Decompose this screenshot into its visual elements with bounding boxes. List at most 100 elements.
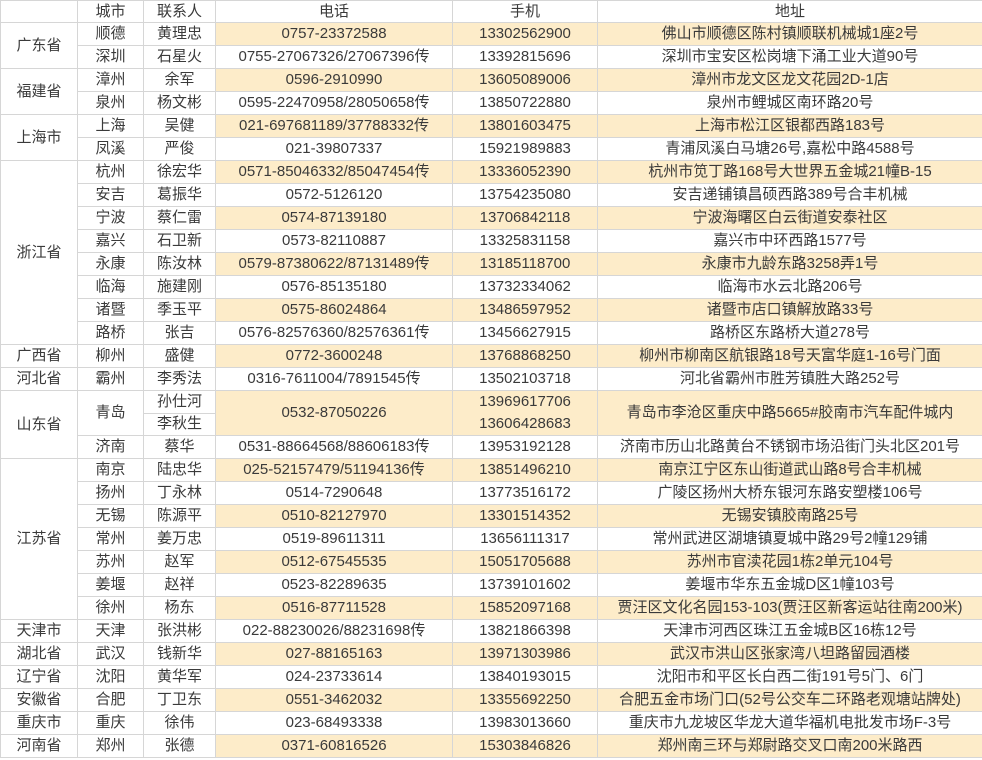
contact-cell: 黄理忠 bbox=[143, 22, 216, 46]
contact-cell: 余军 bbox=[143, 68, 216, 92]
contact-cell: 施建刚 bbox=[143, 275, 216, 299]
province-cell: 河南省 bbox=[0, 734, 78, 758]
contact-cell: 杨文彬 bbox=[143, 91, 216, 115]
mobile-cell: 13336052390 bbox=[452, 160, 598, 184]
address-cell: 无锡安镇胶南路25号 bbox=[597, 504, 982, 528]
table-row: 湖北省 武汉 钱新华 027-88165163 13971303986 武汉市洪山区张家湾… bbox=[0, 642, 982, 666]
address-cell: 广陵区扬州大桥东银河东路安塑楼106号 bbox=[597, 481, 982, 505]
mobile-cell: 13325831158 bbox=[452, 229, 598, 253]
table-row: 浙江省 杭州 徐宏华 0571-85046332/85047454传 133360523… bbox=[0, 160, 982, 345]
table-row: 济南 蔡华 0531-88664568/88606183传 13953192128 济南… bbox=[1, 435, 982, 459]
mobile-number: 13801603475 bbox=[479, 117, 571, 134]
city-cell: 武汉 bbox=[77, 642, 144, 666]
mobile-number: 13656111317 bbox=[480, 530, 570, 547]
mobile-number: 15921989883 bbox=[479, 140, 571, 157]
mobile-cell: 13486597952 bbox=[452, 298, 598, 322]
phone-cell: 0519-89611311 bbox=[215, 527, 453, 551]
city-cell: 沈阳 bbox=[77, 665, 144, 689]
address-cell: 郑州南三环与郑尉路交叉口南200米路西 bbox=[597, 734, 982, 758]
mobile-number: 13302562900 bbox=[479, 25, 571, 42]
city-cell: 霸州 bbox=[77, 367, 144, 391]
contact-cell: 严俊 bbox=[143, 137, 216, 161]
contact-cell: 徐宏华 bbox=[143, 160, 216, 184]
phone-cell: 0596-2910990 bbox=[215, 68, 453, 92]
city-cell: 常州 bbox=[77, 527, 144, 551]
address-cell: 苏州市官渎花园1栋2单元104号 bbox=[597, 550, 982, 574]
address-cell: 临海市水云北路206号 bbox=[597, 275, 982, 299]
phone-cell: 025-52157479/51194136传 bbox=[215, 458, 453, 482]
mobile-number: 13739101602 bbox=[479, 576, 571, 593]
mobile-cell: 13732334062 bbox=[452, 275, 598, 299]
phone-cell: 021-697681189/37788332传 bbox=[215, 114, 453, 138]
table-row: 常州 姜万忠 0519-89611311 13656111317 常州武进区湖塘镇夏城中… bbox=[1, 527, 982, 551]
contact-cell: 姜万忠 bbox=[143, 527, 216, 551]
city-cell: 无锡 bbox=[77, 504, 144, 528]
phone-cell: 0574-87139180 bbox=[215, 206, 453, 230]
mobile-number: 13768868250 bbox=[479, 347, 571, 364]
table-row: 诸暨 季玉平 0575-86024864 13486597952 诸暨市店口镇解放路33… bbox=[1, 298, 982, 322]
mobile-number: 13953192128 bbox=[479, 438, 571, 455]
table-row: 重庆市 重庆 徐伟 023-68493338 13983013660 重庆市九龙坡区华龙大… bbox=[0, 711, 982, 735]
address-cell: 武汉市洪山区张家湾八坦路留园酒楼 bbox=[597, 642, 982, 666]
city-cell: 永康 bbox=[77, 252, 144, 276]
contact-cell: 吴健 bbox=[143, 114, 216, 138]
city-cell: 徐州 bbox=[77, 596, 144, 620]
mobile-number: 13301514352 bbox=[479, 507, 571, 524]
contact-cell: 葛振华 bbox=[143, 183, 216, 207]
province-cell: 天津市 bbox=[0, 619, 78, 643]
phone-cell: 0516-87711528 bbox=[215, 596, 453, 620]
mobile-number: 13605089006 bbox=[479, 71, 571, 88]
phone-cell: 0551-3462032 bbox=[215, 688, 453, 712]
contact-cell: 丁永林 bbox=[143, 481, 216, 505]
contact-cell: 丁卫东 bbox=[143, 688, 216, 712]
mobile-number: 13502103718 bbox=[479, 370, 571, 387]
address-cell: 青岛市李沧区重庆中路5665#胶南市汽车配件城内 bbox=[597, 390, 982, 436]
city-cell: 姜堰 bbox=[77, 573, 144, 597]
mobile-cell: 13773516172 bbox=[452, 481, 598, 505]
mobile-number: 13355692250 bbox=[479, 691, 571, 708]
address-cell: 路桥区东路桥大道278号 bbox=[597, 321, 982, 345]
city-cell: 扬州 bbox=[77, 481, 144, 505]
city-cell: 上海 bbox=[77, 114, 144, 138]
contact-cell: 张吉 bbox=[143, 321, 216, 345]
address-cell: 宁波海曙区白云街道安泰社区 bbox=[597, 206, 982, 230]
province-cell: 河北省 bbox=[0, 367, 78, 391]
table-row: 河南省 郑州 张德 0371-60816526 15303846826 郑州南三环与郑尉路… bbox=[0, 734, 982, 758]
contact-cell: 陆忠华 bbox=[143, 458, 216, 482]
mobile-number: 13336052390 bbox=[479, 163, 571, 180]
contact-cell: 徐伟 bbox=[143, 711, 216, 735]
phone-cell: 0523-82289635 bbox=[215, 573, 453, 597]
mobile-number: 13185118700 bbox=[479, 255, 571, 272]
contact-cell: 李秀法 bbox=[143, 367, 216, 391]
phone-cell: 0595-22470958/28050658传 bbox=[215, 91, 453, 115]
city-cell: 深圳 bbox=[77, 45, 144, 69]
city-cell: 青岛 bbox=[77, 390, 144, 436]
province-cell: 湖北省 bbox=[0, 642, 78, 666]
phone-cell: 0532-87050226 bbox=[215, 390, 453, 436]
mobile-cell: 13301514352 bbox=[452, 504, 598, 528]
mobile-number: 13392815696 bbox=[479, 48, 571, 65]
table-row: 凤溪 严俊 021-39807337 15921989883 青浦凤溪白马塘26号,嘉松… bbox=[1, 137, 982, 161]
table-row: 广西省 柳州 盛健 0772-3600248 13768868250 柳州市柳南区航银路1… bbox=[0, 344, 982, 368]
mobile-cell: 13821866398 bbox=[452, 619, 598, 643]
city-cell: 路桥 bbox=[77, 321, 144, 345]
province-cell: 安徽省 bbox=[0, 688, 78, 712]
mobile-number: 13840193015 bbox=[479, 668, 571, 685]
header-mobile: 手机 bbox=[452, 0, 598, 23]
address-cell: 安吉递铺镇昌硕西路389号合丰机械 bbox=[597, 183, 982, 207]
mobile-cell: 13739101602 bbox=[452, 573, 598, 597]
mobile-cell: 13801603475 bbox=[452, 114, 598, 138]
table-row: 江苏省 南京 陆忠华 025-52157479/51194136传 1385149621… bbox=[0, 458, 982, 620]
mobile-number: 15852097168 bbox=[479, 599, 571, 616]
phone-cell: 0514-7290648 bbox=[215, 481, 453, 505]
phone-cell: 027-88165163 bbox=[215, 642, 453, 666]
contact-cell: 黄华军 bbox=[143, 665, 216, 689]
contact-cell: 孙仕河 bbox=[143, 390, 216, 414]
city-cell: 合肥 bbox=[77, 688, 144, 712]
city-cell: 宁波 bbox=[77, 206, 144, 230]
address-cell: 济南市历山北路黄台不锈钢市场沿街门头北区201号 bbox=[597, 435, 982, 459]
contact-cell: 蔡仁雷 bbox=[143, 206, 216, 230]
mobile-number: 13606428683 bbox=[479, 415, 571, 432]
table-row: 深圳 石星火 0755-27067326/27067396传 13392815696 深… bbox=[1, 45, 982, 69]
